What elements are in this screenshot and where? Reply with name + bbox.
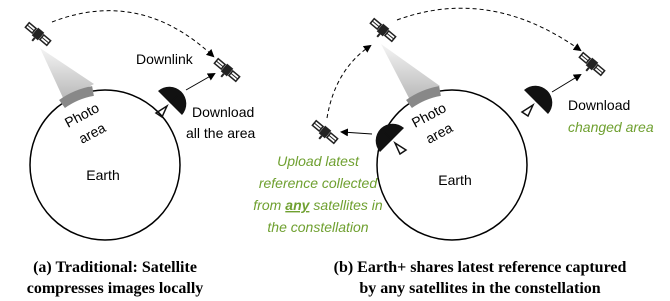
- orbit-arrow: [397, 8, 580, 50]
- earth: [377, 90, 527, 240]
- ground-station: [376, 124, 406, 154]
- downlink-label: Downlink: [136, 51, 194, 67]
- satellite: [210, 57, 240, 86]
- satellite: [308, 119, 338, 148]
- upload-label: the constellation: [267, 219, 368, 235]
- upload-arrow: [342, 132, 372, 134]
- satellite: [21, 21, 51, 50]
- download-label: Download: [568, 97, 630, 113]
- caption: compresses images locally: [27, 280, 204, 297]
- download-label: Download: [192, 104, 254, 120]
- upload-text: satellites in: [313, 197, 382, 213]
- ground-station: [156, 87, 186, 117]
- downlink-arrow: [186, 74, 214, 90]
- earth-label: Earth: [86, 167, 119, 183]
- satellite: [366, 17, 396, 46]
- changed-label: changed area: [568, 119, 654, 135]
- upload-text: from: [253, 197, 281, 213]
- earth-label: Earth: [438, 172, 471, 188]
- upload-label: reference collected: [259, 175, 379, 191]
- caption: (b) Earth+ shares latest reference captu…: [334, 259, 627, 276]
- panel-b: Photo area Download changed area Earth U…: [253, 8, 654, 297]
- upload-label: Upload latest: [277, 153, 360, 169]
- download-label: all the area: [186, 125, 255, 141]
- caption: (a) Traditional: Satellite: [33, 259, 197, 276]
- panel-a: Downlink Photo area Download all the are…: [21, 11, 255, 297]
- figure: Downlink Photo area Download all the are…: [0, 0, 670, 301]
- ground-station: [522, 86, 552, 116]
- orbit-arrow: [52, 11, 213, 56]
- caption: by any satellites in the constellation: [359, 280, 600, 297]
- upload-emphasis: any: [285, 197, 310, 213]
- satellite: [575, 51, 605, 80]
- orbit-arrow: [327, 46, 370, 118]
- downlink-arrow: [552, 75, 580, 92]
